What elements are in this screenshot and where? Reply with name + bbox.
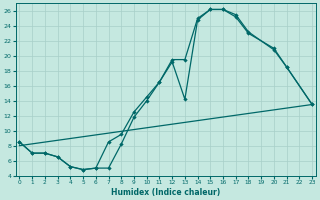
X-axis label: Humidex (Indice chaleur): Humidex (Indice chaleur) [111,188,220,197]
